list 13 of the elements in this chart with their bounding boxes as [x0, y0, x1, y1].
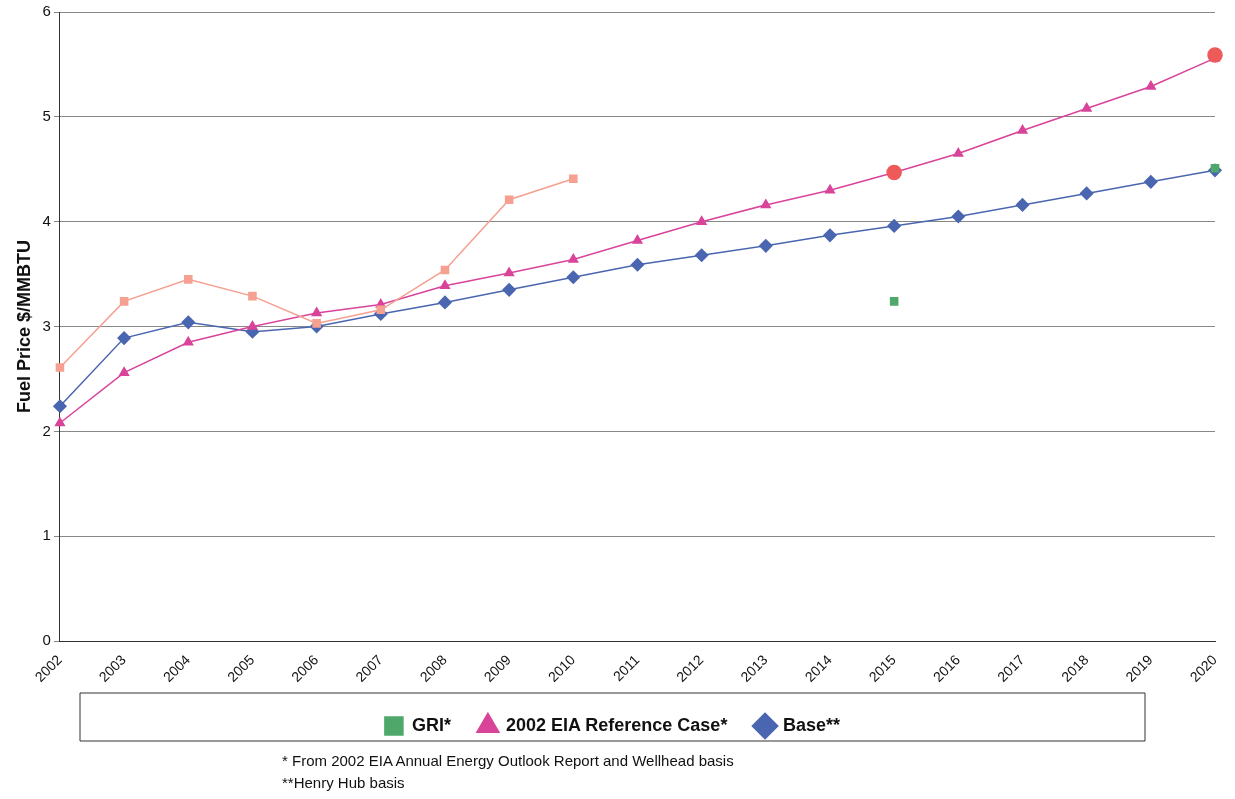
- y-tick-label: 2: [42, 421, 51, 439]
- text: * From 2002 EIA Annual Energy Outlook Report and Wellhead basis: [282, 751, 734, 771]
- legend-label: 2002 EIA Reference Case*: [505, 714, 728, 735]
- text: **Henry Hub basis: [282, 773, 406, 793]
- y-tick-label: 6: [42, 2, 51, 20]
- y-tick-label: 3: [42, 316, 51, 334]
- y-tick-label: 1: [42, 526, 51, 544]
- y-axis-title: Fuel Price $/MMBTU: [13, 240, 34, 414]
- y-tick-label: 0: [42, 631, 51, 649]
- y-tick-label: 5: [42, 106, 51, 124]
- legend-label: GRI*: [411, 714, 451, 735]
- y-tick-label: 4: [42, 211, 51, 229]
- legend-label: Base**: [783, 714, 841, 735]
